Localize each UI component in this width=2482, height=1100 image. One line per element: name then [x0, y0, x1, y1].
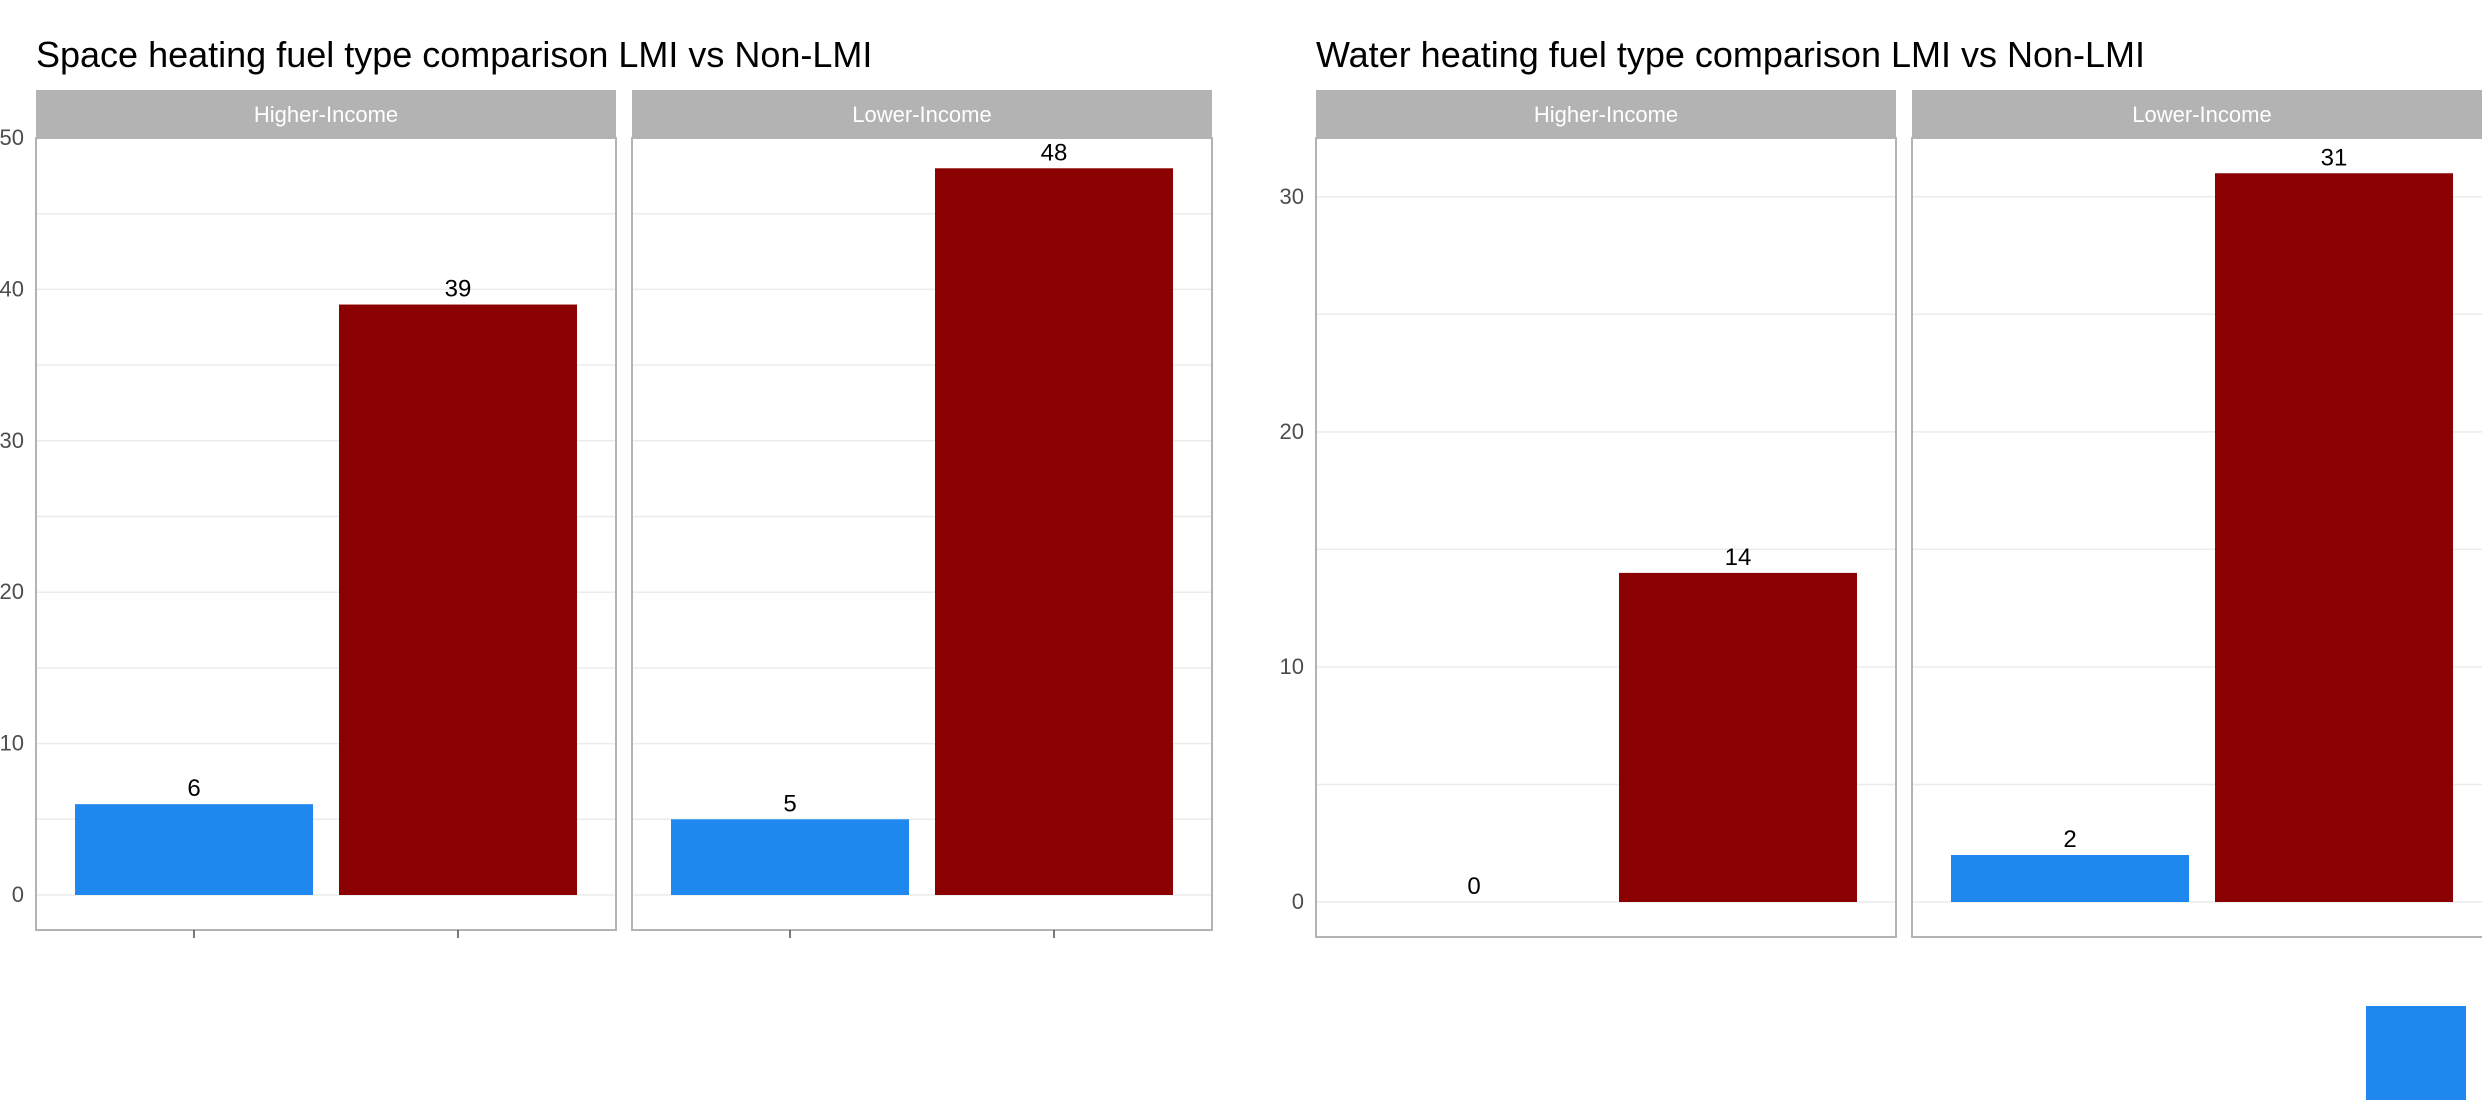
space-facet-label: Lower-Income	[852, 102, 991, 127]
legend-key-blue	[2366, 1006, 2466, 1100]
space-facet-label: Higher-Income	[254, 102, 398, 127]
space-facet-strip	[36, 90, 616, 138]
space-bar	[339, 304, 577, 895]
space-y-tick-label: 0	[12, 882, 24, 907]
space-bar-value-label: 5	[783, 790, 796, 817]
water-bar-value-label: 31	[2321, 144, 2348, 171]
space-y-tick-label: 10	[0, 731, 24, 756]
water-facet-label: Higher-Income	[1534, 102, 1678, 127]
water-bar-value-label: 0	[1467, 873, 1480, 900]
space-bar	[75, 804, 313, 895]
space-bar-value-label: 48	[1041, 139, 1068, 166]
space-y-tick-label: 30	[0, 428, 24, 453]
space-bar-value-label: 39	[445, 276, 472, 303]
water-heating-chart-title: Water heating fuel type comparison LMI v…	[1316, 34, 2146, 75]
space-bar	[935, 168, 1173, 895]
water-y-tick-label: 20	[1280, 419, 1304, 444]
water-bar	[1951, 854, 2189, 902]
space-heating-chart-title: Space heating fuel type comparison LMI v…	[36, 34, 873, 75]
water-bar-value-label: 2	[2063, 826, 2076, 853]
water-facet-strip	[1316, 90, 1896, 138]
water-y-tick-label: 0	[1292, 889, 1304, 914]
space-y-tick-label: 40	[0, 276, 24, 301]
water-y-tick-label: 10	[1280, 654, 1304, 679]
water-bar	[1619, 572, 1857, 902]
space-bar	[671, 819, 909, 895]
water-facet-strip	[1912, 90, 2482, 138]
water-bar	[2215, 173, 2453, 902]
water-bar-value-label: 14	[1725, 544, 1752, 571]
space-y-tick-label: 50	[0, 125, 24, 150]
water-y-tick-label: 30	[1280, 184, 1304, 209]
space-y-tick-label: 20	[0, 579, 24, 604]
space-facet-strip	[632, 90, 1212, 138]
water-facet-label: Lower-Income	[2132, 102, 2271, 127]
space-bar-value-label: 6	[187, 775, 200, 802]
